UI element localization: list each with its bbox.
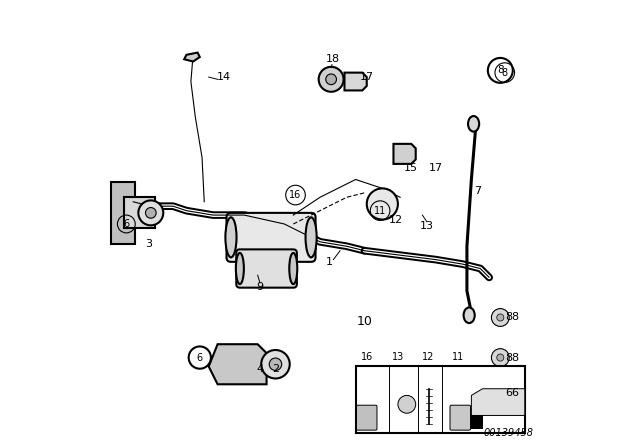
Polygon shape [394,144,416,164]
Text: 16: 16 [289,190,301,200]
Text: 6: 6 [124,219,129,229]
Text: 8: 8 [511,313,518,323]
Polygon shape [124,197,156,228]
Text: 7: 7 [474,185,481,196]
Text: 12: 12 [422,352,434,362]
Circle shape [138,200,163,225]
Text: 8: 8 [506,313,513,323]
Circle shape [492,349,509,366]
Ellipse shape [468,116,479,132]
Polygon shape [472,415,483,429]
Text: 6: 6 [511,388,518,398]
Ellipse shape [289,253,298,284]
Circle shape [269,358,282,370]
Text: 8: 8 [506,353,513,362]
Text: 11: 11 [452,352,464,362]
Circle shape [497,314,504,321]
Text: 2: 2 [272,364,279,374]
Polygon shape [344,73,367,90]
FancyBboxPatch shape [227,213,316,262]
Circle shape [261,350,290,379]
Polygon shape [184,52,200,61]
Bar [356,366,525,433]
Circle shape [145,207,156,218]
Polygon shape [209,344,267,384]
Polygon shape [111,182,135,244]
Circle shape [488,58,513,83]
Text: 9: 9 [257,282,264,292]
Text: 11: 11 [374,206,386,215]
Text: 6: 6 [506,388,513,398]
Text: 12: 12 [389,215,403,224]
FancyBboxPatch shape [236,250,297,288]
Text: 13: 13 [420,221,434,231]
FancyBboxPatch shape [450,405,470,430]
Text: 00139458: 00139458 [484,428,534,438]
Text: 8: 8 [497,65,504,75]
Text: 17: 17 [429,164,444,173]
Text: 8: 8 [502,68,508,78]
Text: 10: 10 [356,315,372,328]
Ellipse shape [463,307,475,323]
Circle shape [367,188,398,220]
Text: 3: 3 [145,239,152,249]
Ellipse shape [236,253,244,284]
Text: 1: 1 [325,257,332,267]
Circle shape [326,74,337,85]
FancyBboxPatch shape [356,405,377,430]
Polygon shape [472,389,525,415]
Text: 13: 13 [392,352,404,362]
Text: 18: 18 [326,54,340,64]
Circle shape [189,346,211,369]
Text: 6: 6 [196,353,203,362]
Circle shape [319,67,344,92]
Circle shape [492,384,509,402]
Circle shape [497,354,504,361]
Text: 16: 16 [360,352,373,362]
Text: 4: 4 [257,364,264,374]
Ellipse shape [305,217,317,258]
Circle shape [497,390,504,397]
Text: 8: 8 [511,353,518,362]
Text: 15: 15 [404,164,418,173]
Circle shape [492,309,509,327]
Text: 14: 14 [217,72,231,82]
Circle shape [398,396,416,413]
Ellipse shape [225,217,237,258]
Text: 17: 17 [360,72,374,82]
